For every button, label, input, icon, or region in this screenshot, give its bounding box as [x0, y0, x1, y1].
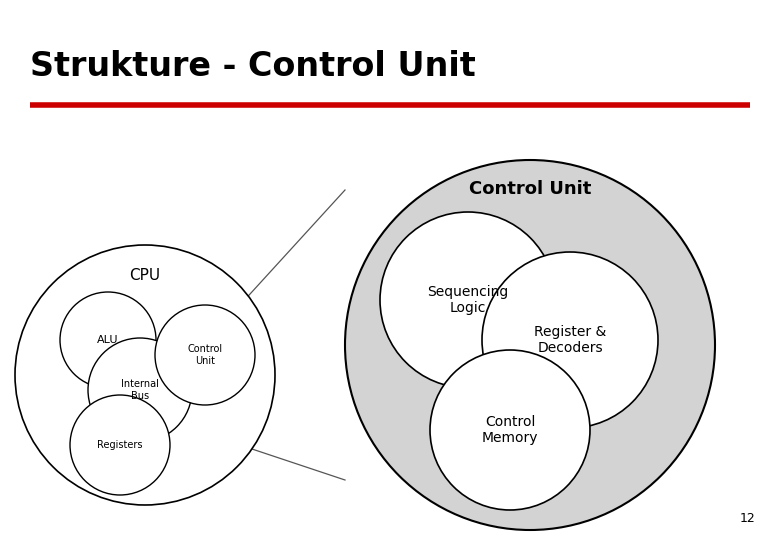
Circle shape — [88, 338, 192, 442]
Circle shape — [155, 305, 255, 405]
Text: Registers: Registers — [98, 440, 143, 450]
Text: Sequencing
Logic: Sequencing Logic — [427, 285, 509, 315]
Text: Control Unit: Control Unit — [469, 180, 591, 198]
Circle shape — [482, 252, 658, 428]
Text: Internal
Bus: Internal Bus — [121, 379, 159, 401]
Circle shape — [345, 160, 715, 530]
Circle shape — [430, 350, 590, 510]
Circle shape — [70, 395, 170, 495]
Text: Register &
Decoders: Register & Decoders — [534, 325, 606, 355]
Circle shape — [15, 245, 275, 505]
Circle shape — [380, 212, 556, 388]
Text: Control
Memory: Control Memory — [482, 415, 538, 445]
Text: CPU: CPU — [129, 267, 161, 282]
Text: ALU: ALU — [98, 335, 119, 345]
Circle shape — [60, 292, 156, 388]
Text: Strukture - Control Unit: Strukture - Control Unit — [30, 50, 476, 83]
Text: 12: 12 — [739, 512, 755, 525]
Text: Control
Unit: Control Unit — [187, 344, 222, 366]
